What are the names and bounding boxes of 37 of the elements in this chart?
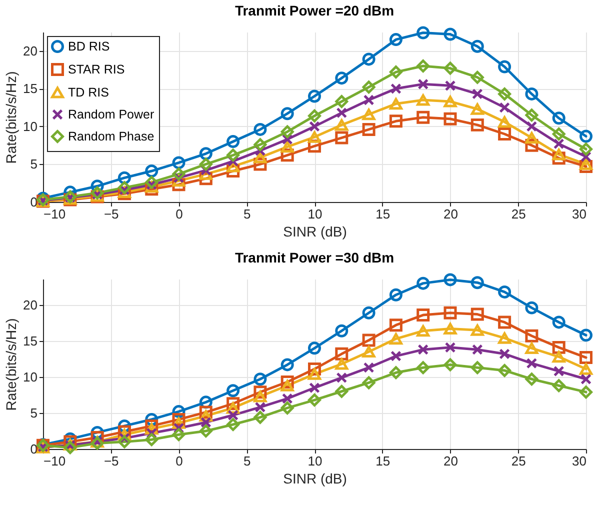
legend-label: TD RIS	[68, 86, 109, 100]
x-tick-label: 30	[572, 206, 586, 222]
legend-label: Random Phase	[68, 130, 154, 144]
y-tick-label: 20	[23, 297, 38, 312]
x-tick-label: 25	[511, 454, 526, 468]
x-tick-label: 10	[308, 206, 322, 222]
y-axis-title: Rate(bits/s/Hz)	[3, 71, 20, 164]
y-tick-label: 20	[23, 43, 38, 58]
y-tick-label: 5	[30, 405, 38, 420]
y-tick-label: 15	[23, 81, 38, 96]
x-tick-label: 0	[176, 454, 183, 468]
x-tick-label: −5	[104, 206, 119, 222]
x-axis-title: SINR (dB)	[283, 470, 347, 486]
x-tick-label: 20	[444, 206, 458, 222]
x-tick-label: −10	[44, 206, 66, 222]
chart-title: Tranmit Power =20 dBm	[234, 2, 394, 19]
y-tick-label: 10	[23, 369, 38, 384]
x-tick-label: 25	[511, 206, 526, 222]
legend-label: Random Power	[68, 108, 154, 122]
chart-title: Tranmit Power =30 dBm	[234, 249, 394, 266]
x-tick-label: 0	[176, 206, 183, 222]
x-axis-title: SINR (dB)	[283, 224, 347, 240]
x-tick-label: 5	[244, 206, 251, 222]
x-tick-label: 15	[376, 206, 390, 222]
y-tick-label: 15	[23, 333, 38, 348]
legend-label: BD RIS	[68, 40, 110, 54]
x-tick-label: 5	[244, 454, 251, 468]
x-tick-label: 20	[444, 454, 458, 468]
x-tick-label: 10	[308, 454, 322, 468]
x-tick-label: −10	[44, 454, 66, 468]
y-tick-label: 10	[23, 118, 38, 134]
x-tick-label: 15	[376, 454, 390, 468]
x-tick-label: −5	[104, 454, 119, 468]
y-tick-label: 5	[30, 156, 38, 172]
y-axis-title: Rate(bits/s/Hz)	[3, 318, 20, 411]
legend-label: STAR RIS	[68, 62, 125, 76]
x-tick-label: 30	[572, 454, 586, 468]
